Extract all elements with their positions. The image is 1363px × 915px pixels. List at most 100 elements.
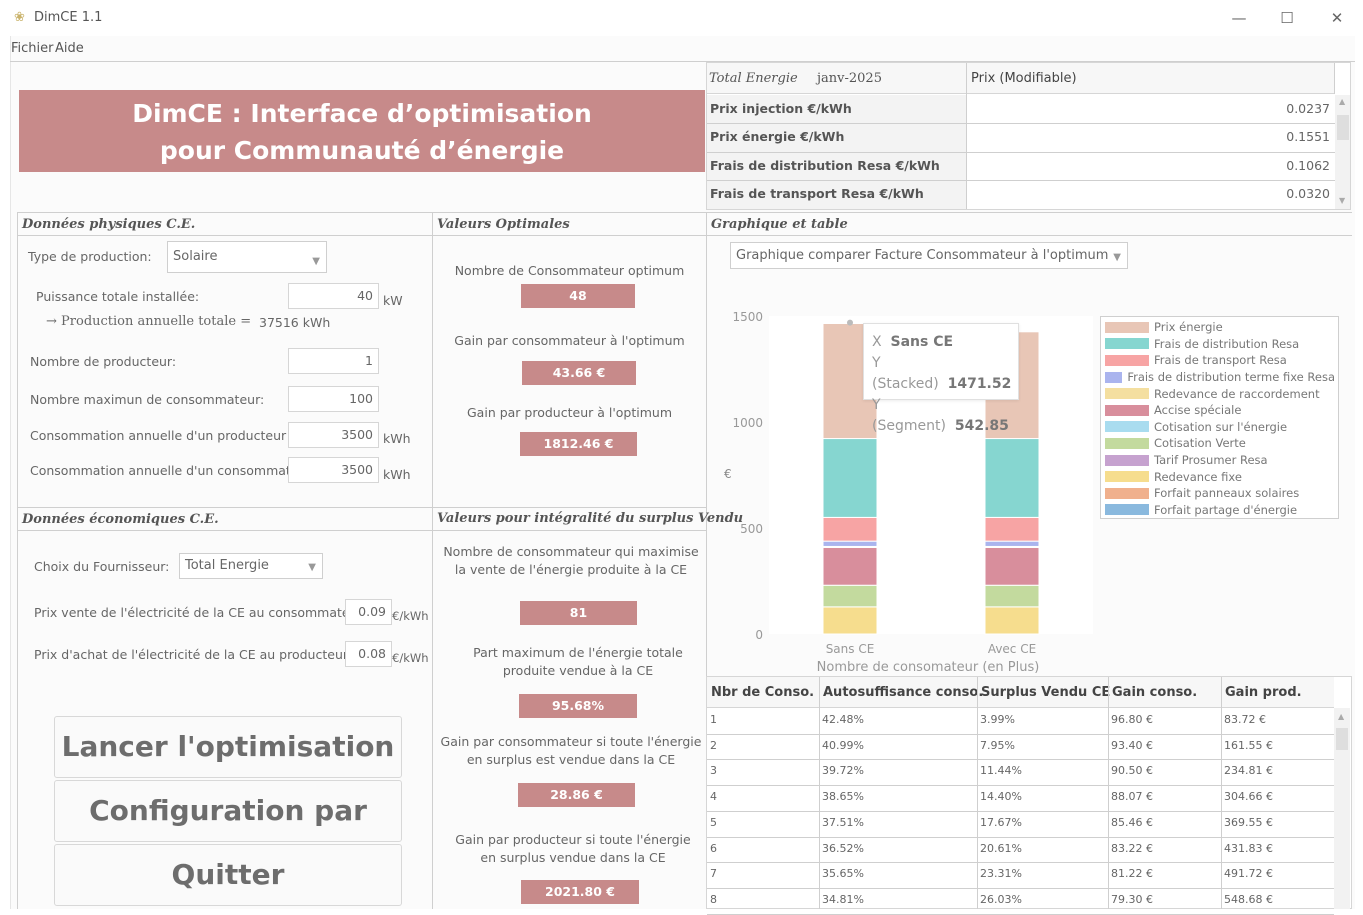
price-value-cell[interactable]: 0.0320 (1286, 186, 1330, 201)
results-cell[interactable]: 1 (710, 713, 717, 726)
legend-item[interactable]: Forfait panneaux solaires (1104, 485, 1335, 502)
price-scroll-thumb[interactable] (1337, 115, 1349, 140)
results-cell[interactable]: 83.22 € (1111, 842, 1153, 855)
legend-item[interactable]: Tarif Prosumer Resa (1104, 452, 1335, 469)
results-cell[interactable]: 81.22 € (1111, 867, 1153, 880)
bar-segment[interactable] (984, 547, 1040, 586)
minimize-button[interactable]: — (1231, 9, 1247, 27)
results-cell[interactable]: 14.40% (980, 790, 1022, 803)
results-cell[interactable]: 88.07 € (1111, 790, 1153, 803)
results-cell[interactable]: 23.31% (980, 867, 1022, 880)
bar-segment[interactable] (822, 540, 878, 547)
results-cell[interactable]: 96.80 € (1111, 713, 1153, 726)
results-column-header[interactable]: Surplus Vendu CE (981, 685, 1111, 700)
results-cell[interactable]: 7.95% (980, 739, 1015, 752)
results-cell[interactable]: 36.52% (822, 842, 864, 855)
bar-segment[interactable] (984, 606, 1040, 635)
results-cell[interactable]: 93.40 € (1111, 739, 1153, 752)
close-button[interactable]: ✕ (1330, 9, 1344, 27)
producer-consumption-input[interactable]: 3500 (288, 422, 379, 448)
section-divider (17, 212, 18, 909)
legend-item[interactable]: Frais de distribution Resa (1104, 336, 1335, 353)
consumer-consumption-input[interactable]: 3500 (288, 457, 379, 483)
results-cell[interactable]: 42.48% (822, 713, 864, 726)
quit-button[interactable]: Quitter (54, 844, 402, 906)
legend-item[interactable]: Cotisation Verte (1104, 435, 1335, 452)
results-cell[interactable]: 6 (710, 842, 717, 855)
bar-segment[interactable] (984, 584, 1040, 608)
bar-segment[interactable] (822, 584, 878, 608)
bar-segment[interactable] (822, 606, 878, 635)
price-col-divider (966, 63, 967, 209)
legend-item[interactable]: Prix énergie (1104, 319, 1335, 336)
results-scroll-thumb[interactable] (1336, 728, 1348, 750)
run-optimization-button[interactable]: Lancer l'optimisation (54, 716, 402, 778)
legend-item[interactable]: Frais de distribution terme fixe Resa (1104, 369, 1335, 386)
results-cell[interactable]: 491.72 € (1224, 867, 1273, 880)
results-column-header[interactable]: Gain conso. (1112, 685, 1198, 700)
results-cell[interactable]: 4 (710, 790, 717, 803)
production-type-select[interactable]: Solaire ▼ (167, 241, 327, 273)
max-consumers-input[interactable]: 100 (288, 386, 379, 412)
price-value-cell[interactable]: 0.0237 (1286, 101, 1330, 116)
results-cell[interactable]: 369.55 € (1224, 816, 1273, 829)
bar-segment[interactable] (822, 516, 878, 542)
bar-segment[interactable] (984, 516, 1040, 542)
results-cell[interactable]: 34.81% (822, 893, 864, 906)
results-cell[interactable]: 79.30 € (1111, 893, 1153, 906)
sell-price-input[interactable]: 0.09 (345, 599, 392, 625)
results-cell[interactable]: 3 (710, 764, 717, 777)
results-cell[interactable]: 35.65% (822, 867, 864, 880)
results-cell[interactable]: 431.83 € (1224, 842, 1273, 855)
graph-type-select[interactable]: Graphique comparer Facture Consommateur … (730, 242, 1128, 269)
bar-segment[interactable] (822, 438, 878, 518)
results-cell[interactable]: 234.81 € (1224, 764, 1273, 777)
results-cell[interactable]: 304.66 € (1224, 790, 1273, 803)
results-column-header[interactable]: Gain prod. (1225, 685, 1302, 700)
results-cell[interactable]: 20.61% (980, 842, 1022, 855)
results-cell[interactable]: 40.99% (822, 739, 864, 752)
scroll-up-icon[interactable]: ▲ (1339, 97, 1346, 106)
menu-file[interactable]: Fichier (11, 41, 54, 56)
legend-item[interactable]: Cotisation sur l'énergie (1104, 419, 1335, 436)
scroll-down-icon[interactable]: ▼ (1339, 196, 1346, 205)
price-value-cell[interactable]: 0.1062 (1286, 158, 1330, 173)
results-cell[interactable]: 161.55 € (1224, 739, 1273, 752)
buy-price-input[interactable]: 0.08 (345, 641, 392, 667)
results-cell[interactable]: 38.65% (822, 790, 864, 803)
results-cell[interactable]: 39.72% (822, 764, 864, 777)
default-config-button[interactable]: Configuration par défaut (54, 780, 402, 887)
results-cell[interactable]: 11.44% (980, 764, 1022, 777)
price-value-cell[interactable]: 0.1551 (1286, 129, 1330, 144)
results-cell[interactable]: 37.51% (822, 816, 864, 829)
results-cell[interactable]: 8 (710, 893, 717, 906)
scroll-up-icon[interactable]: ▲ (1338, 712, 1345, 721)
legend-item[interactable]: Frais de transport Resa (1104, 352, 1335, 369)
supplier-select[interactable]: Total Energie ▼ (179, 553, 323, 579)
results-cell[interactable]: 2 (710, 739, 717, 752)
results-cell[interactable]: 7 (710, 867, 717, 880)
legend-item[interactable]: Redevance fixe (1104, 468, 1335, 485)
results-cell[interactable]: 85.46 € (1111, 816, 1153, 829)
legend-item[interactable]: Redevance de raccordement (1104, 385, 1335, 402)
results-column-header[interactable]: Autosuffisance conso. (823, 685, 984, 700)
menu-help[interactable]: Aide (55, 41, 84, 56)
bar-segment[interactable] (984, 438, 1040, 518)
results-cell[interactable]: 17.67% (980, 816, 1022, 829)
results-scrollbar[interactable] (1334, 708, 1350, 909)
price-scrollbar[interactable] (1335, 95, 1350, 209)
results-cell[interactable]: 548.68 € (1224, 893, 1273, 906)
results-cell[interactable]: 26.03% (980, 893, 1022, 906)
maximize-button[interactable]: ☐ (1280, 9, 1294, 27)
bar-segment[interactable] (984, 540, 1040, 547)
legend-item[interactable]: Accise spéciale (1104, 402, 1335, 419)
results-cell[interactable]: 3.99% (980, 713, 1015, 726)
power-input[interactable]: 40 (288, 283, 379, 309)
results-cell[interactable]: 90.50 € (1111, 764, 1153, 777)
results-cell[interactable]: 83.72 € (1224, 713, 1266, 726)
bar-segment[interactable] (822, 547, 878, 586)
results-cell[interactable]: 5 (710, 816, 717, 829)
legend-item[interactable]: Forfait partage d'énergie (1104, 502, 1335, 519)
producers-input[interactable]: 1 (288, 348, 379, 374)
results-column-header[interactable]: Nbr de Conso. (711, 685, 815, 700)
